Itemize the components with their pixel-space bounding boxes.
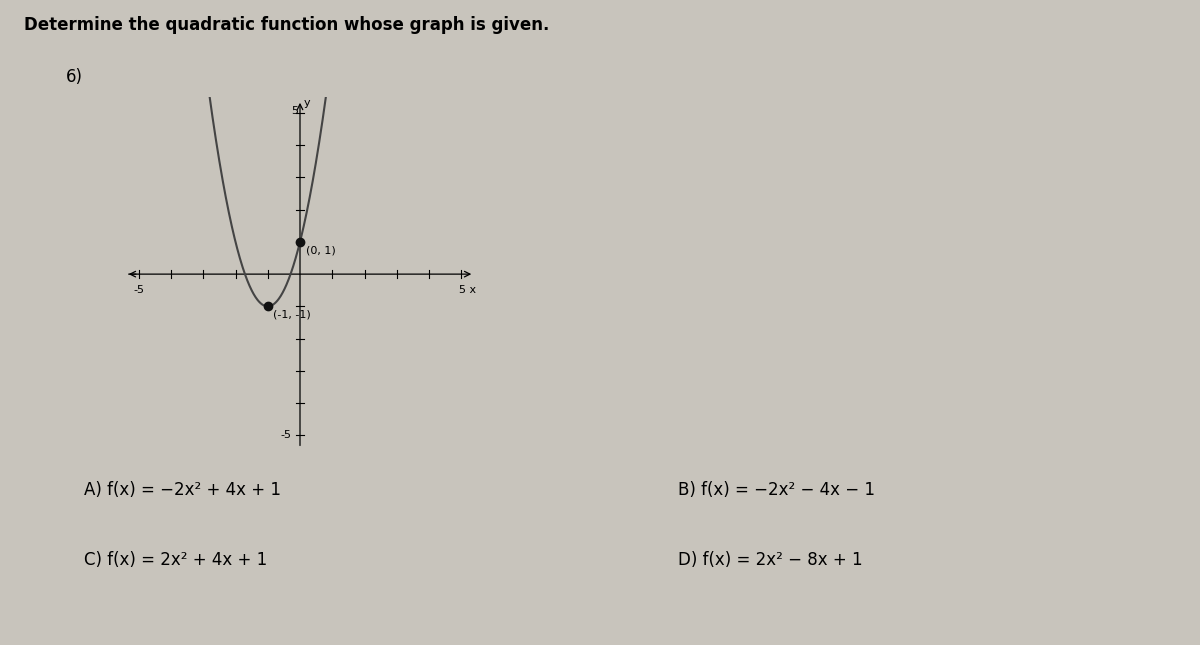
- Text: 5 x: 5 x: [460, 285, 476, 295]
- Text: (-1, -1): (-1, -1): [272, 310, 311, 320]
- Text: Determine the quadratic function whose graph is given.: Determine the quadratic function whose g…: [24, 16, 550, 34]
- Text: 5: 5: [292, 106, 299, 116]
- Text: C) f(x) = 2x² + 4x + 1: C) f(x) = 2x² + 4x + 1: [84, 551, 268, 570]
- Text: -5: -5: [281, 430, 292, 441]
- Text: (0, 1): (0, 1): [306, 245, 336, 255]
- Text: B) f(x) = −2x² − 4x − 1: B) f(x) = −2x² − 4x − 1: [678, 481, 875, 499]
- Text: y: y: [304, 98, 311, 108]
- Text: D) f(x) = 2x² − 8x + 1: D) f(x) = 2x² − 8x + 1: [678, 551, 863, 570]
- Text: 6): 6): [66, 68, 83, 86]
- Text: A) f(x) = −2x² + 4x + 1: A) f(x) = −2x² + 4x + 1: [84, 481, 281, 499]
- Text: -5: -5: [133, 285, 144, 295]
